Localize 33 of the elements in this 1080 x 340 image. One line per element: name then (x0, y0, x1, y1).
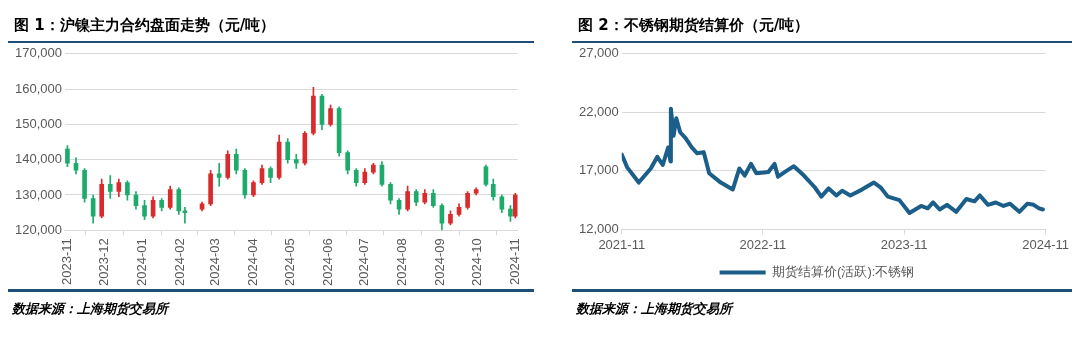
x-tick-label: 2023-11 (880, 236, 928, 252)
source-note: 数据来源：上海期货交易所 (12, 300, 171, 318)
source-note: 数据来源：上海期货交易所 (576, 300, 735, 318)
legend-label: 期货结算价(活跃):不锈钢 (772, 264, 915, 280)
y-tick-label: 130,000 (14, 186, 62, 202)
y-tick-label: 12,000 (579, 220, 619, 236)
y-tick-label: 120,000 (14, 221, 62, 237)
y-tick-label: 22,000 (579, 103, 619, 119)
x-tick-label: 2023-12 (95, 238, 111, 287)
x-tick-label: 2024-02 (171, 238, 187, 287)
y-tick-label: 17,000 (579, 162, 619, 178)
candlestick (216, 162, 222, 187)
x-tick-label: 2024-06 (319, 238, 335, 287)
x-tick-label: 2024-05 (281, 238, 297, 287)
y-tick-label: 170,000 (14, 45, 62, 61)
x-tick-label: 2022-11 (739, 236, 787, 252)
x-tick-label: 2024-11 (506, 238, 522, 286)
y-tick-label: 27,000 (579, 45, 619, 61)
x-tick-label: 2023-11 (59, 238, 75, 286)
y-tick-label: 140,000 (14, 151, 62, 167)
x-tick-label: 2024-03 (207, 238, 223, 287)
y-tick-label: 160,000 (14, 80, 62, 96)
x-tick-label: 2024-01 (133, 238, 149, 287)
x-tick-label: 2024-09 (432, 238, 448, 287)
x-tick-label: 2024-04 (245, 238, 261, 287)
x-tick-label: 2021-11 (598, 236, 646, 252)
chart-title: 图 1：沪镍主力合约盘面走势（元/吨） (8, 8, 534, 43)
x-tick-label: 2024-08 (394, 238, 410, 287)
x-tick-label: 2024-07 (356, 238, 372, 287)
x-tick-label: 2024-10 (468, 238, 484, 287)
x-tick-label: 2024-11 (1022, 236, 1069, 252)
chart-title: 图 2：不锈钢期货结算价（元/吨） (572, 8, 1072, 43)
y-tick-label: 150,000 (14, 115, 62, 131)
